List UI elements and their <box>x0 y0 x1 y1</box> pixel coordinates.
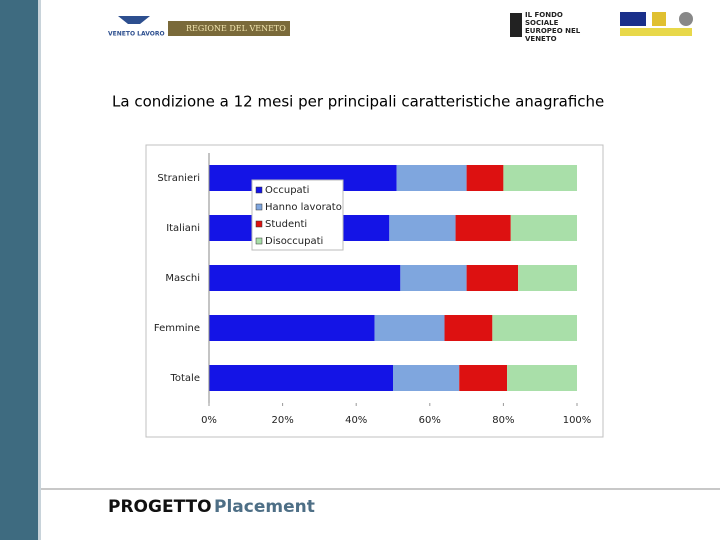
legend-label: Disoccupati <box>265 236 323 247</box>
bar-segment <box>393 365 460 391</box>
bar-segment <box>518 265 577 291</box>
logo-emblem <box>679 12 693 26</box>
legend-swatch <box>255 203 263 211</box>
logo-mark <box>118 16 150 24</box>
fse-mark <box>510 13 522 37</box>
x-tick-label: 60% <box>419 415 441 426</box>
bar-segment <box>209 265 401 291</box>
legend-label: Hanno lavorato <box>265 202 342 213</box>
bar-segment <box>492 315 577 341</box>
bar-segment <box>209 365 393 391</box>
legend-swatch <box>255 237 263 245</box>
x-tick-label: 80% <box>492 415 514 426</box>
y-tick-label: Totale <box>169 373 200 384</box>
footer-accent: Placement <box>214 497 315 517</box>
bar-segment <box>389 215 456 241</box>
y-tick-label: Italiani <box>166 223 200 234</box>
region-text: REGIONE DEL VENETO <box>186 24 286 33</box>
side-edge <box>38 0 41 540</box>
bar-segment <box>455 215 511 241</box>
x-tick-label: 20% <box>271 415 293 426</box>
bar-segment <box>459 365 508 391</box>
logo-small <box>652 12 666 26</box>
x-tick-label: 40% <box>345 415 367 426</box>
bar-segment <box>396 165 467 191</box>
footer-bold: PROGETTO <box>108 497 212 517</box>
bar-segment <box>466 265 519 291</box>
legend-swatch <box>255 220 263 228</box>
y-tick-label: Maschi <box>165 273 200 284</box>
legend-label: Occupati <box>265 185 309 196</box>
x-tick-label: 100% <box>563 415 592 426</box>
side-strip <box>0 0 38 540</box>
region-logo <box>168 21 290 36</box>
logo-banner <box>620 28 692 36</box>
x-tick-label: 0% <box>201 415 217 426</box>
slide-title: La condizione a 12 mesi per principali c… <box>112 93 604 111</box>
bar-segment <box>209 315 375 341</box>
fse-text: IL FONDO SOCIALE EUROPEO NEL VENETO <box>525 11 581 41</box>
y-tick-label: Stranieri <box>157 173 200 184</box>
bar-segment <box>466 165 504 191</box>
bar-segment <box>510 215 577 241</box>
legend-box <box>251 179 344 251</box>
bar-segment <box>503 165 577 191</box>
fse-box: IL FONDO SOCIALE EUROPEO NEL VENETO <box>525 11 581 41</box>
bar-segment <box>400 265 467 291</box>
bar-segment <box>507 365 577 391</box>
y-tick-label: Femmine <box>154 323 200 334</box>
bar-segment <box>444 315 493 341</box>
legend-swatch <box>255 186 263 194</box>
eu-flag <box>620 12 646 26</box>
legend-label: Studenti <box>265 219 307 230</box>
logo-text: VENETO LAVORO <box>108 31 165 38</box>
bar-segment <box>374 315 445 341</box>
